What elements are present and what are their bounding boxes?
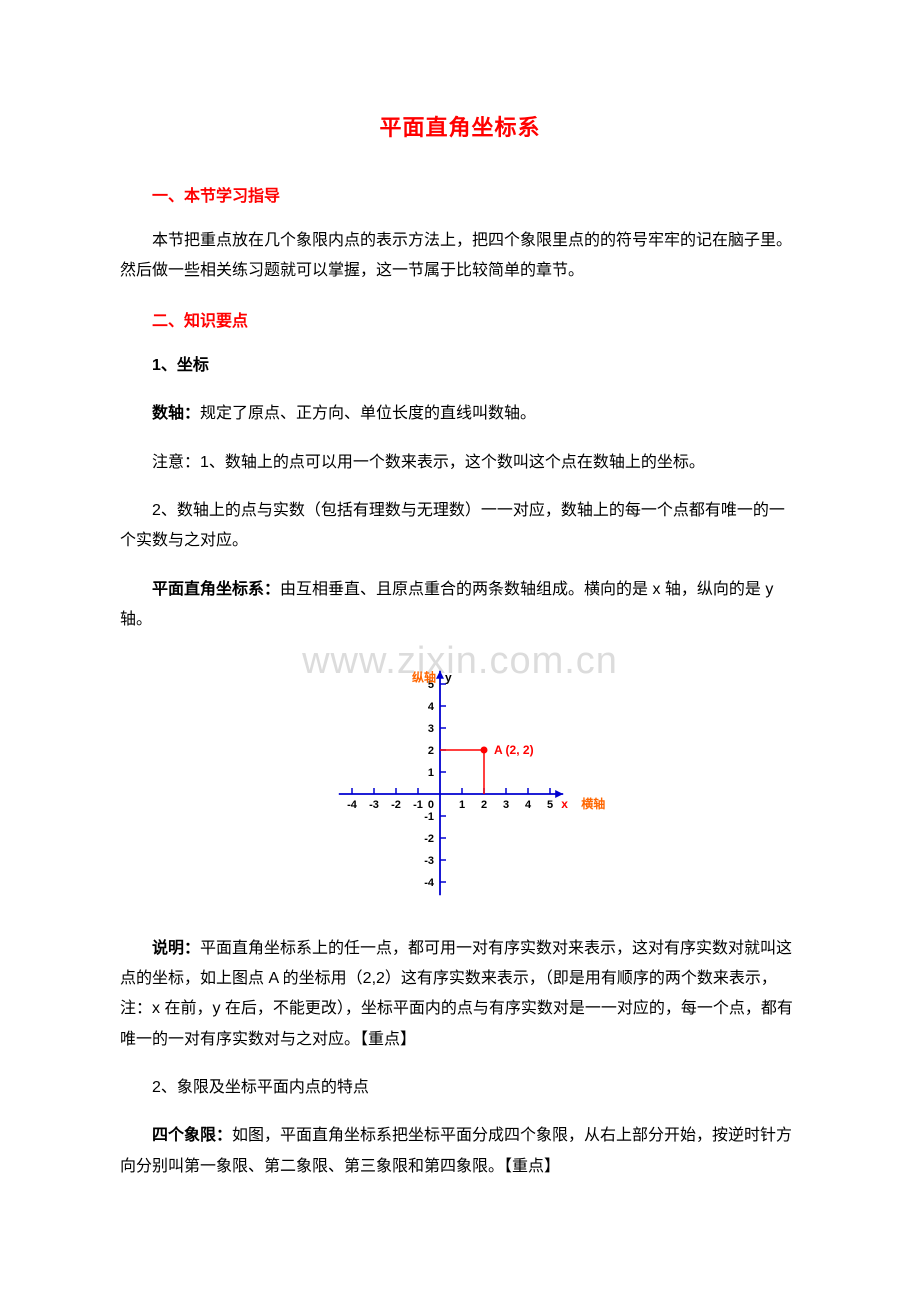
svg-text:1: 1 (459, 799, 465, 811)
svg-text:1: 1 (428, 767, 434, 779)
svg-text:-2: -2 (391, 799, 401, 811)
svg-text:-4: -4 (347, 799, 358, 811)
svg-text:纵轴: 纵轴 (412, 669, 436, 684)
svg-text:2: 2 (428, 745, 434, 757)
svg-text:-4: -4 (424, 877, 435, 889)
note-2: 2、数轴上的点与实数（包括有理数与无理数）一一对应，数轴上的每一个点都有唯一的一… (120, 496, 800, 557)
plane-definition: 平面直角坐标系：由互相垂直、且原点重合的两条数轴组成。横向的是 x 轴，纵向的是… (120, 575, 800, 636)
svg-text:3: 3 (503, 799, 509, 811)
quadrant-paragraph: 四个象限：如图，平面直角坐标系把坐标平面分成四个象限，从右上部分开始，按逆时针方… (120, 1121, 800, 1182)
plane-label: 平面直角坐标系： (152, 581, 280, 598)
svg-text:y: y (445, 670, 452, 684)
svg-text:A (2, 2): A (2, 2) (494, 743, 534, 757)
explain-label: 说明： (152, 940, 200, 957)
coordinate-system-diagram: -4-3-2-11234512345-1-2-3-40A (2, 2)纵轴yx横… (310, 654, 610, 904)
svg-text:-3: -3 (369, 799, 379, 811)
svg-text:-1: -1 (413, 799, 423, 811)
svg-text:-1: -1 (424, 811, 434, 823)
svg-text:5: 5 (547, 799, 553, 811)
quadrant-label: 四个象限： (152, 1127, 232, 1144)
svg-text:3: 3 (428, 723, 434, 735)
svg-text:x: x (561, 797, 568, 811)
section-1-heading: 一、本节学习指导 (120, 182, 800, 206)
svg-text:4: 4 (525, 799, 532, 811)
svg-text:横轴: 横轴 (581, 796, 605, 811)
note-1: 注意：1、数轴上的点可以用一个数来表示，这个数叫这个点在数轴上的坐标。 (120, 448, 800, 478)
subheading-quadrant: 2、象限及坐标平面内点的特点 (120, 1073, 800, 1103)
page-title: 平面直角坐标系 (120, 110, 800, 142)
svg-text:0: 0 (428, 799, 434, 811)
axis-label: 数轴： (152, 405, 200, 422)
axis-def-text: 规定了原点、正方向、单位长度的直线叫数轴。 (200, 405, 536, 422)
subheading-coord: 1、坐标 (120, 351, 800, 381)
explain-body: 平面直角坐标系上的任一点，都可用一对有序实数对来表示，这对有序实数对就叫这点的坐… (120, 940, 793, 1048)
section-1-paragraph: 本节把重点放在几个象限内点的表示方法上，把四个象限里点的的符号牢牢的记在脑子里。… (120, 226, 800, 287)
section-2-heading: 二、知识要点 (120, 307, 800, 331)
svg-text:-2: -2 (424, 833, 434, 845)
svg-text:4: 4 (428, 701, 435, 713)
axis-definition: 数轴：规定了原点、正方向、单位长度的直线叫数轴。 (120, 399, 800, 429)
svg-text:2: 2 (481, 799, 487, 811)
svg-text:-3: -3 (424, 855, 434, 867)
explanation-paragraph: 说明：平面直角坐标系上的任一点，都可用一对有序实数对来表示，这对有序实数对就叫这… (120, 934, 800, 1056)
